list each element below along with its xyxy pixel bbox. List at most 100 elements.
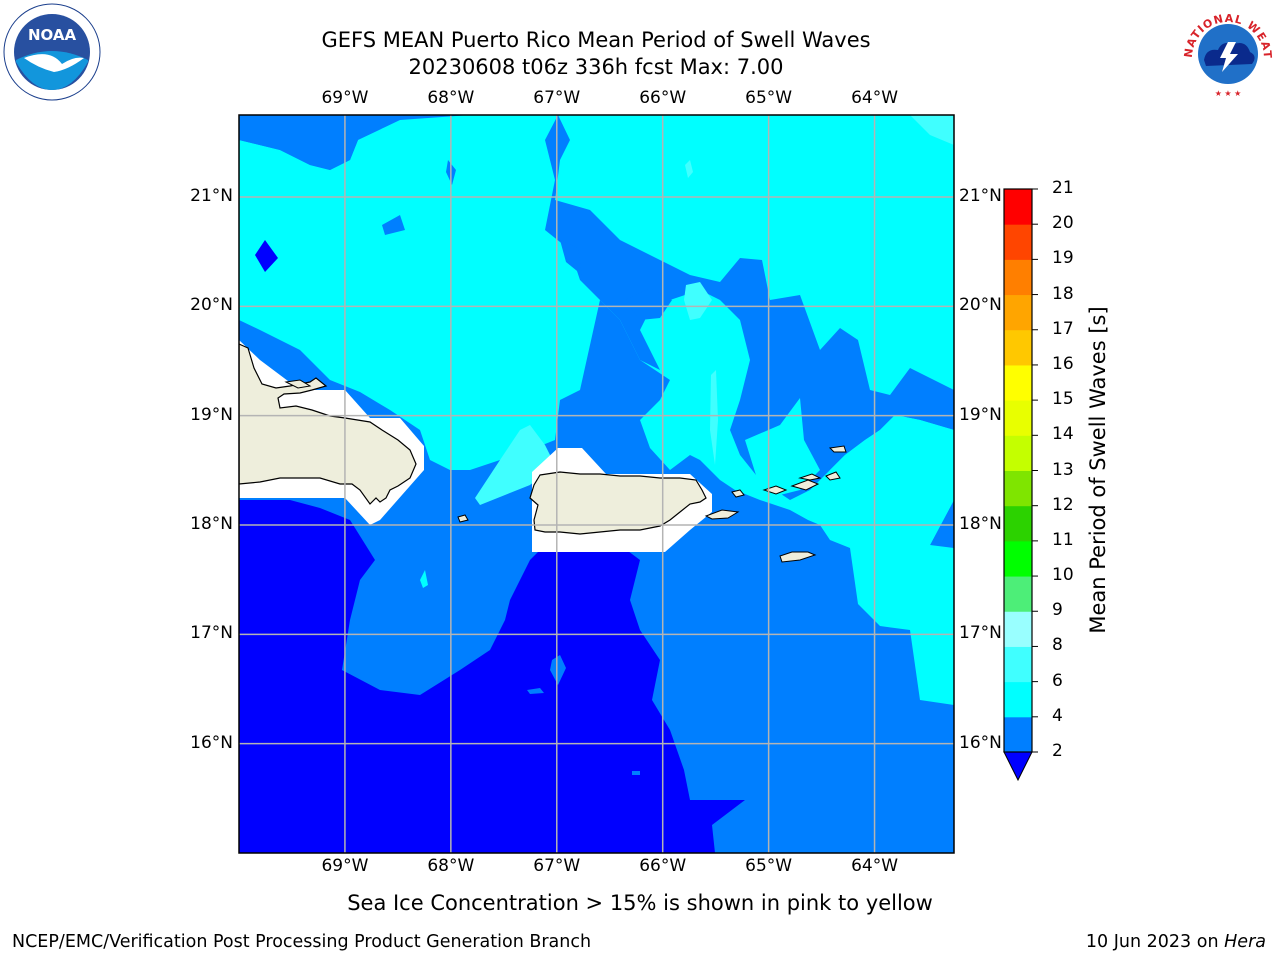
contour-6-8-e bbox=[685, 160, 693, 178]
contour-2-4-patch-g bbox=[550, 655, 566, 685]
contour-2-4-patch-e bbox=[560, 240, 582, 275]
colorbar-tick-label: 20 bbox=[1052, 213, 1074, 234]
contour-2-4-patch-f bbox=[625, 288, 672, 320]
colorbar-segment bbox=[1004, 294, 1032, 331]
land-tortola bbox=[798, 473, 822, 481]
contour-4-6-c bbox=[912, 548, 954, 590]
colorbar-tick-label: 14 bbox=[1052, 424, 1074, 445]
graticule bbox=[239, 115, 954, 853]
colorbar-segment bbox=[1004, 329, 1032, 366]
colorbar-segment bbox=[1004, 189, 1032, 225]
colorbar-segment bbox=[1004, 716, 1032, 753]
lon-label-top: 66°W bbox=[639, 88, 687, 108]
lat-label-left: 20°N bbox=[190, 295, 233, 316]
colorbar-segment bbox=[1004, 576, 1032, 612]
lon-label-bottom: 65°W bbox=[745, 856, 793, 876]
colorbar-segment bbox=[1004, 540, 1032, 577]
colorbar-tick-label: 10 bbox=[1052, 565, 1074, 586]
colorbar-segment bbox=[1004, 364, 1032, 401]
colorbar-extend-triangle bbox=[1003, 751, 1033, 782]
colorbar-segment bbox=[1004, 611, 1032, 647]
contour-2-4-patch-i bbox=[632, 771, 640, 775]
nws-logo: NATIONAL WEATHER SERVICE ★ ★ ★ bbox=[1178, 2, 1276, 100]
land-isla-tortuga bbox=[284, 379, 312, 389]
land-st-john bbox=[790, 479, 820, 491]
contour-2-4-patch-c bbox=[382, 215, 405, 235]
colorbar-title: Mean Period of Swell Waves [s] bbox=[1086, 306, 1110, 634]
noaa-logo-text: NOAA bbox=[28, 26, 77, 44]
colorbar-tick-label: 2 bbox=[1052, 741, 1063, 761]
colorbar-segment bbox=[1004, 259, 1032, 296]
land-st-croix bbox=[779, 551, 817, 563]
lat-label-left: 18°N bbox=[190, 514, 233, 534]
colorbar-tick-label: 4 bbox=[1052, 705, 1063, 726]
contour-4-6-east bbox=[820, 415, 954, 545]
land-st-thomas bbox=[762, 485, 788, 495]
colorbar-tick-label: 18 bbox=[1052, 283, 1074, 304]
lon-label-top: 69°W bbox=[321, 88, 369, 108]
footer-host: Hera bbox=[1224, 932, 1266, 952]
lat-label-right: 17°N bbox=[959, 623, 1002, 644]
noaa-logo: NOAA bbox=[3, 3, 101, 101]
contour-2-4-patch-a bbox=[239, 115, 358, 170]
contour-under-2-b bbox=[255, 240, 278, 272]
colorbar-tick-label: 11 bbox=[1052, 529, 1074, 550]
colorbar-segment bbox=[1004, 224, 1032, 260]
lat-label-right: 20°N bbox=[959, 295, 1002, 316]
contour-4-6-d bbox=[420, 570, 428, 588]
land-anegada bbox=[828, 445, 847, 453]
colorbar-tick-label: 12 bbox=[1052, 494, 1074, 515]
contour-4-6-b bbox=[745, 398, 820, 495]
land-culebra bbox=[731, 489, 745, 498]
colorbar-tick-label: 19 bbox=[1052, 248, 1074, 269]
lat-label-left: 17°N bbox=[190, 623, 233, 644]
lat-label-left: 21°N bbox=[190, 186, 233, 206]
contour-2-4-patch-b bbox=[545, 115, 954, 500]
colorbar-tick-label: 13 bbox=[1052, 459, 1074, 480]
colorbar-tick-label: 17 bbox=[1052, 318, 1074, 339]
contour-under-2 bbox=[239, 500, 745, 853]
lat-label-right: 18°N bbox=[959, 514, 1002, 534]
colorbar-tick-label: 15 bbox=[1052, 389, 1074, 410]
sea-ice-note: Sea Ice Concentration > 15% is shown in … bbox=[347, 891, 933, 915]
lat-label-left: 16°N bbox=[190, 732, 233, 753]
contour-4-6-e bbox=[830, 252, 880, 258]
colorbar-tick-label: 8 bbox=[1052, 635, 1063, 656]
footer-date: 10 Jun 2023 on Hera bbox=[1086, 932, 1266, 952]
lon-label-top: 64°W bbox=[851, 88, 899, 108]
lon-label-bottom: 68°W bbox=[427, 856, 475, 876]
colorbar-tick-label: 6 bbox=[1052, 670, 1063, 691]
map-title: GEFS MEAN Puerto Rico Mean Period of Swe… bbox=[321, 28, 871, 52]
colorbar-tick-label: 21 bbox=[1052, 178, 1074, 198]
colorbar-tick-label: 9 bbox=[1052, 600, 1063, 621]
lon-label-bottom: 67°W bbox=[533, 856, 581, 876]
contour-6-8-c bbox=[684, 282, 712, 320]
colorbar bbox=[1003, 188, 1038, 782]
contour-6-8-d bbox=[710, 370, 718, 465]
lat-label-right: 21°N bbox=[959, 186, 1002, 206]
lon-label-top: 65°W bbox=[745, 88, 793, 108]
lat-label-right: 19°N bbox=[959, 404, 1002, 425]
footer-date-text: 10 Jun 2023 on bbox=[1085, 932, 1219, 952]
contour-2-4-patch-h bbox=[527, 688, 544, 694]
svg-text:★ ★ ★: ★ ★ ★ bbox=[1215, 89, 1242, 98]
colorbar-segment bbox=[1004, 470, 1032, 507]
land-vieques bbox=[704, 509, 740, 520]
lat-label-right: 16°N bbox=[959, 732, 1002, 753]
lat-label-left: 19°N bbox=[190, 404, 233, 425]
colorbar-segment bbox=[1004, 646, 1032, 683]
lon-label-top: 68°W bbox=[427, 88, 475, 108]
contour-6-8-b bbox=[910, 115, 954, 145]
lon-label-bottom: 64°W bbox=[851, 856, 899, 876]
colorbar-segment bbox=[1004, 435, 1032, 471]
contour-4-6 bbox=[239, 115, 954, 705]
lon-label-bottom: 69°W bbox=[321, 856, 369, 876]
land-virgin-gorda bbox=[825, 471, 841, 481]
lon-label-top: 67°W bbox=[533, 88, 581, 108]
colorbar-segment bbox=[1004, 681, 1032, 718]
map-subtitle: 20230608 t06z 336h fcst Max: 7.00 bbox=[408, 55, 784, 79]
colorbar-segment bbox=[1004, 505, 1032, 542]
swell-period-field bbox=[239, 115, 954, 853]
colorbar-tick-label: 16 bbox=[1052, 353, 1074, 374]
